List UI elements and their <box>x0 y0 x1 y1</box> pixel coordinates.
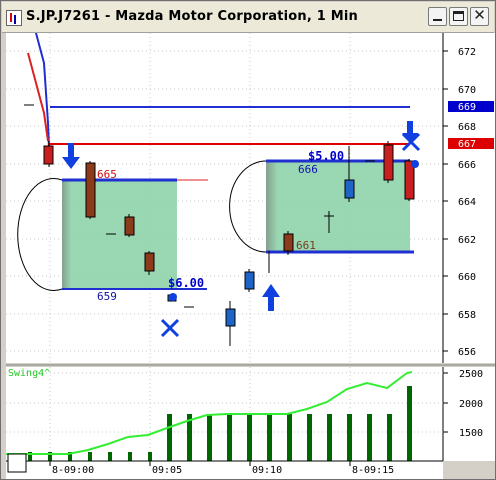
box1-price-tag: $6.00 <box>168 276 204 290</box>
entry-dot-icon <box>169 293 177 301</box>
time-label-0910: 09:10 <box>252 465 282 476</box>
indicator-bar <box>367 414 372 461</box>
price-tick-666: 666 <box>458 160 476 171</box>
box2-arc <box>229 160 267 253</box>
indicator-bar <box>187 414 192 461</box>
price-tick-658: 658 <box>458 310 476 321</box>
price-marker-669-label: 669 <box>458 102 476 113</box>
maximize-button[interactable] <box>449 7 468 26</box>
time-axis[interactable] <box>6 461 443 479</box>
price-marker-667-label: 667 <box>458 139 476 150</box>
indicator-name: Swing4^ <box>8 368 50 379</box>
price-tick-670: 670 <box>458 85 476 96</box>
indicator-tick-1500: 1500 <box>459 428 483 439</box>
indicator-bar <box>247 414 252 461</box>
candle[interactable] <box>144 252 155 272</box>
indicator-bar <box>207 414 212 461</box>
time-label-0905: 09:05 <box>152 465 182 476</box>
candle[interactable] <box>344 179 355 199</box>
sell-arrow-icon <box>62 143 80 169</box>
price-marker-669 <box>448 101 494 112</box>
indicator-bar <box>128 452 132 461</box>
box2-bottom-label: 661 <box>296 239 316 252</box>
chart-canvas[interactable]: 672 670 668 666 664 662 660 658 656 669 … <box>2 33 495 479</box>
indicator-bar <box>68 452 72 461</box>
time-label-0915: 8-09:15 <box>352 465 394 476</box>
indicator-bar <box>267 414 272 461</box>
indicator-bar <box>407 386 412 461</box>
indicator-bar <box>108 452 112 461</box>
candle[interactable] <box>225 308 236 327</box>
red-average-line <box>27 52 49 142</box>
candle[interactable] <box>85 162 96 218</box>
box2-price-tag: $5.00 <box>308 149 344 163</box>
price-tick-662: 662 <box>458 235 476 246</box>
title-bar[interactable]: S.JP.J7261 - Mazda Motor Corporation, 1 … <box>2 2 494 33</box>
entry-dot-icon <box>411 160 419 168</box>
indicator-bar <box>387 414 392 461</box>
indicator-bar <box>287 414 292 461</box>
box1-top-label: 665 <box>97 168 117 181</box>
scroll-corner-button[interactable] <box>7 453 27 473</box>
indicator-bars <box>28 386 412 461</box>
price-tick-668: 668 <box>458 122 476 133</box>
buy-arrow-icon <box>262 284 280 311</box>
indicator-bar <box>347 414 352 461</box>
indicator-tick-marks <box>443 372 448 433</box>
indicator-tick-2500: 2500 <box>459 369 483 380</box>
time-tick-marks <box>49 461 351 466</box>
price-axis[interactable] <box>443 33 495 363</box>
close-button[interactable]: ✕ <box>470 6 489 26</box>
price-tick-660: 660 <box>458 272 476 283</box>
exit-x-icon <box>160 318 180 338</box>
indicator-bar <box>148 452 152 461</box>
box1-arc <box>17 178 63 291</box>
candle[interactable] <box>43 145 54 165</box>
indicator-bar <box>327 414 332 461</box>
indicator-tick-2000: 2000 <box>459 399 483 410</box>
indicator-bar <box>48 452 52 461</box>
price-tick-marks <box>443 50 448 352</box>
box1-bottom-label: 659 <box>97 290 117 303</box>
exit-x-icon <box>401 132 421 152</box>
window-title: S.JP.J7261 - Mazda Motor Corporation, 1 … <box>26 9 358 24</box>
maximize-icon <box>453 11 464 21</box>
candle[interactable] <box>124 216 135 236</box>
price-tick-656: 656 <box>458 347 476 358</box>
candlesticks <box>43 141 415 346</box>
candle[interactable] <box>404 160 415 200</box>
close-icon: ✕ <box>473 6 486 24</box>
minimize-icon <box>433 19 442 21</box>
indicator-bar <box>307 414 312 461</box>
indicator-line <box>6 371 413 455</box>
indicator-bar <box>227 414 232 461</box>
chart-app-icon[interactable] <box>6 10 22 26</box>
price-marker-667 <box>448 138 494 149</box>
candle[interactable] <box>283 233 294 252</box>
indicator-axis[interactable] <box>443 367 495 461</box>
candle[interactable] <box>383 144 394 181</box>
indicator-bar <box>88 452 92 461</box>
box1-zone[interactable] <box>62 180 177 289</box>
minimize-button[interactable] <box>428 7 447 26</box>
box2-top-label: 666 <box>298 163 318 176</box>
blue-average-line <box>35 33 50 149</box>
time-label-0900: 8-09:00 <box>52 465 94 476</box>
candle[interactable] <box>244 271 255 290</box>
indicator-bar <box>167 414 172 461</box>
price-tick-664: 664 <box>458 197 476 208</box>
indicator-bar <box>28 452 32 461</box>
price-tick-672: 672 <box>458 47 476 58</box>
